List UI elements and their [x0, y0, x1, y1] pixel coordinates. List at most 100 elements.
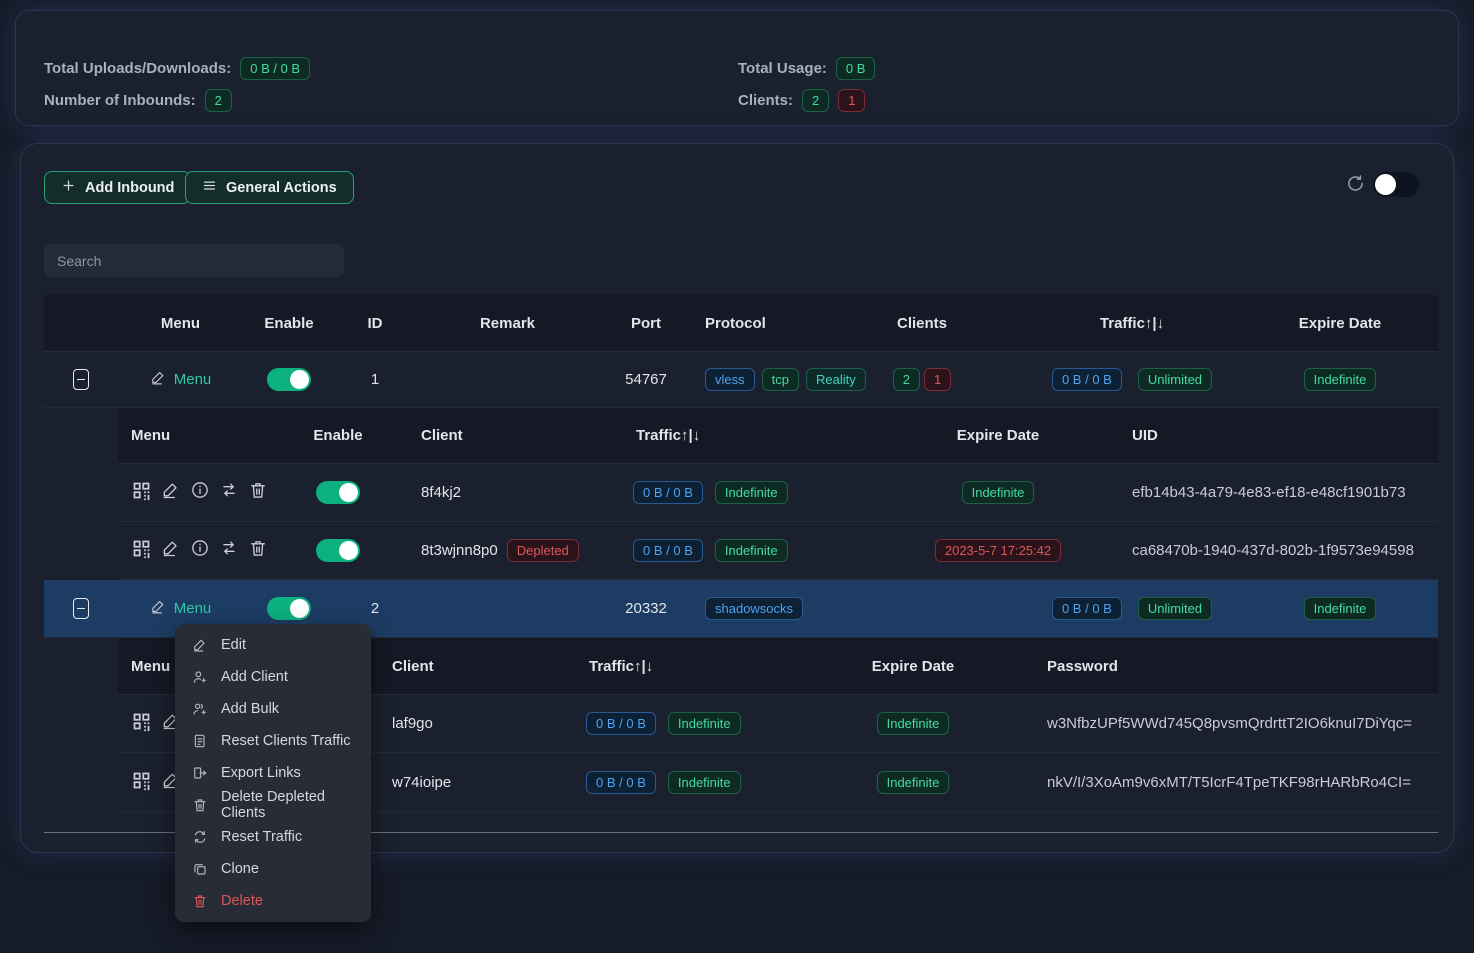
- reset-traffic-icon[interactable]: [219, 538, 239, 563]
- stat-total-uploads-downloads: Total Uploads/Downloads: 0 B / 0 B: [44, 56, 310, 80]
- client-uid: efb14b43-4a79-4e83-ef18-e48cf1901b73: [1118, 484, 1438, 501]
- context-menu-item-delete-depleted-clients[interactable]: Delete Depleted Clients: [175, 789, 371, 821]
- header-traffic-sort[interactable]: Traffic↑|↓: [1022, 315, 1242, 332]
- context-menu-item-delete[interactable]: Delete: [175, 885, 371, 917]
- quota-badge: Indefinite: [715, 539, 788, 562]
- inbound-id: 2: [335, 600, 415, 617]
- header-enable: Enable: [243, 315, 335, 332]
- collapse-row-button[interactable]: [73, 598, 89, 619]
- inbounds-table-header: Menu Enable ID Remark Port Protocol Clie…: [44, 295, 1438, 352]
- client-name: 8f4kj2: [388, 484, 588, 501]
- client-uid: ca68470b-1940-437d-802b-1f9573e94598: [1118, 542, 1438, 559]
- header-expire-date: Expire Date: [818, 658, 1008, 675]
- edit-pencil-icon: [150, 369, 167, 390]
- quota-badge: Unlimited: [1138, 368, 1212, 391]
- delete-client-icon[interactable]: [248, 480, 268, 505]
- stat-label: Total Uploads/Downloads:: [44, 60, 231, 77]
- add-inbound-label: Add Inbound: [85, 180, 174, 196]
- context-menu-item-reset-traffic[interactable]: Reset Traffic: [175, 821, 371, 853]
- header-client: Client: [388, 427, 588, 444]
- info-icon[interactable]: [190, 538, 210, 563]
- delete-depleted-clients-icon: [192, 797, 208, 813]
- header-traffic-sort[interactable]: Traffic↑|↓: [548, 658, 818, 675]
- client-row: 8f4kj2 0 B / 0 B Indefinite Indefinite e…: [118, 464, 1438, 522]
- inbound-menu-button[interactable]: Menu: [150, 369, 212, 390]
- protocol-tag: shadowsocks: [705, 597, 803, 620]
- client-name: 8t3wjnn8p0: [421, 542, 498, 559]
- reset-traffic-icon[interactable]: [219, 480, 239, 505]
- quota-badge: Indefinite: [668, 712, 741, 735]
- expire-badge: Indefinite: [1304, 597, 1377, 620]
- qr-code-icon[interactable]: [131, 480, 152, 506]
- expire-badge: Indefinite: [1304, 368, 1377, 391]
- context-menu-item-add-bulk[interactable]: Add Bulk: [175, 693, 371, 725]
- client-table-inbound-1: Menu Enable Client Traffic↑|↓ Expire Dat…: [118, 408, 1438, 580]
- context-menu-item-clone[interactable]: Clone: [175, 853, 371, 885]
- context-menu-item-edit[interactable]: Edit: [175, 629, 371, 661]
- client-password: w3NfbzUPf5WWd745Q8pvsmQrdrttT2IO6knuI7Di…: [1008, 715, 1438, 732]
- reset-clients-traffic-icon: [192, 733, 208, 749]
- stat-clients: Clients: 2 1: [738, 88, 865, 112]
- edit-client-icon[interactable]: [161, 538, 181, 563]
- add-inbound-button[interactable]: Add Inbound: [44, 171, 191, 204]
- client-password: nkV/I/3XoAm9v6xMT/T5IcrF4TpeTKF98rHARbRo…: [1008, 774, 1438, 791]
- edit-client-icon[interactable]: [161, 480, 181, 505]
- stat-value-badge: 0 B / 0 B: [240, 57, 310, 80]
- traffic-badge: 0 B / 0 B: [633, 481, 703, 504]
- stats-card: Total Uploads/Downloads: 0 B / 0 B Numbe…: [15, 10, 1459, 126]
- header-id: ID: [335, 315, 415, 332]
- network-tag: tcp: [762, 368, 799, 391]
- client-row: 8t3wjnn8p0 Depleted 0 B / 0 B Indefinite…: [118, 522, 1438, 580]
- client-name: w74ioipe: [368, 774, 548, 791]
- header-expire-date: Expire Date: [1242, 315, 1438, 332]
- export-links-icon: [192, 765, 208, 781]
- inbound-menu-button[interactable]: Menu: [150, 598, 212, 619]
- info-icon[interactable]: [190, 480, 210, 505]
- traffic-badge: 0 B / 0 B: [1052, 597, 1122, 620]
- edit-pencil-icon: [150, 598, 167, 619]
- header-traffic-sort[interactable]: Traffic↑|↓: [588, 427, 878, 444]
- refresh-icon[interactable]: [1345, 173, 1366, 199]
- header-clients: Clients: [822, 315, 1022, 332]
- traffic-badge: 0 B / 0 B: [1052, 368, 1122, 391]
- collapse-row-button[interactable]: [73, 369, 89, 390]
- stat-number-of-inbounds: Number of Inbounds: 2: [44, 88, 232, 112]
- inbound-port: 20332: [600, 600, 692, 617]
- header-password: Password: [1008, 658, 1438, 675]
- qr-code-icon[interactable]: [131, 770, 152, 796]
- hamburger-icon: [202, 178, 217, 197]
- expire-badge: Indefinite: [962, 481, 1035, 504]
- traffic-badge: 0 B / 0 B: [586, 771, 656, 794]
- enable-toggle[interactable]: [316, 539, 360, 562]
- expire-badge: Indefinite: [877, 771, 950, 794]
- search-input[interactable]: [44, 244, 344, 277]
- header-uid: UID: [1118, 427, 1438, 444]
- qr-code-icon[interactable]: [131, 711, 152, 737]
- header-remark: Remark: [415, 315, 600, 332]
- delete-icon: [192, 893, 208, 909]
- general-actions-button[interactable]: General Actions: [185, 171, 354, 204]
- dark-mode-toggle[interactable]: [1373, 172, 1419, 197]
- header-port: Port: [600, 315, 692, 332]
- general-actions-label: General Actions: [226, 180, 337, 196]
- add-bulk-icon: [192, 701, 208, 717]
- context-menu-item-reset-clients-traffic[interactable]: Reset Clients Traffic: [175, 725, 371, 757]
- edit-icon: [192, 637, 208, 653]
- enable-toggle[interactable]: [267, 597, 311, 620]
- header-enable: Enable: [288, 427, 388, 444]
- qr-code-icon[interactable]: [131, 538, 152, 564]
- inbound-id: 1: [335, 371, 415, 388]
- context-menu-item-add-client[interactable]: Add Client: [175, 661, 371, 693]
- quota-badge: Indefinite: [668, 771, 741, 794]
- expire-badge: Indefinite: [877, 712, 950, 735]
- enable-toggle[interactable]: [316, 481, 360, 504]
- inbound-row-1: Menu 1 54767 vless tcp Reality 2 1 0 B /…: [44, 352, 1438, 408]
- inbounds-page: Total Uploads/Downloads: 0 B / 0 B Numbe…: [0, 0, 1474, 953]
- traffic-badge: 0 B / 0 B: [633, 539, 703, 562]
- clients-active-badge: 2: [893, 368, 920, 391]
- delete-client-icon[interactable]: [248, 538, 268, 563]
- header-client: Client: [368, 658, 548, 675]
- context-menu-item-export-links[interactable]: Export Links: [175, 757, 371, 789]
- add-client-icon: [192, 669, 208, 685]
- enable-toggle[interactable]: [267, 368, 311, 391]
